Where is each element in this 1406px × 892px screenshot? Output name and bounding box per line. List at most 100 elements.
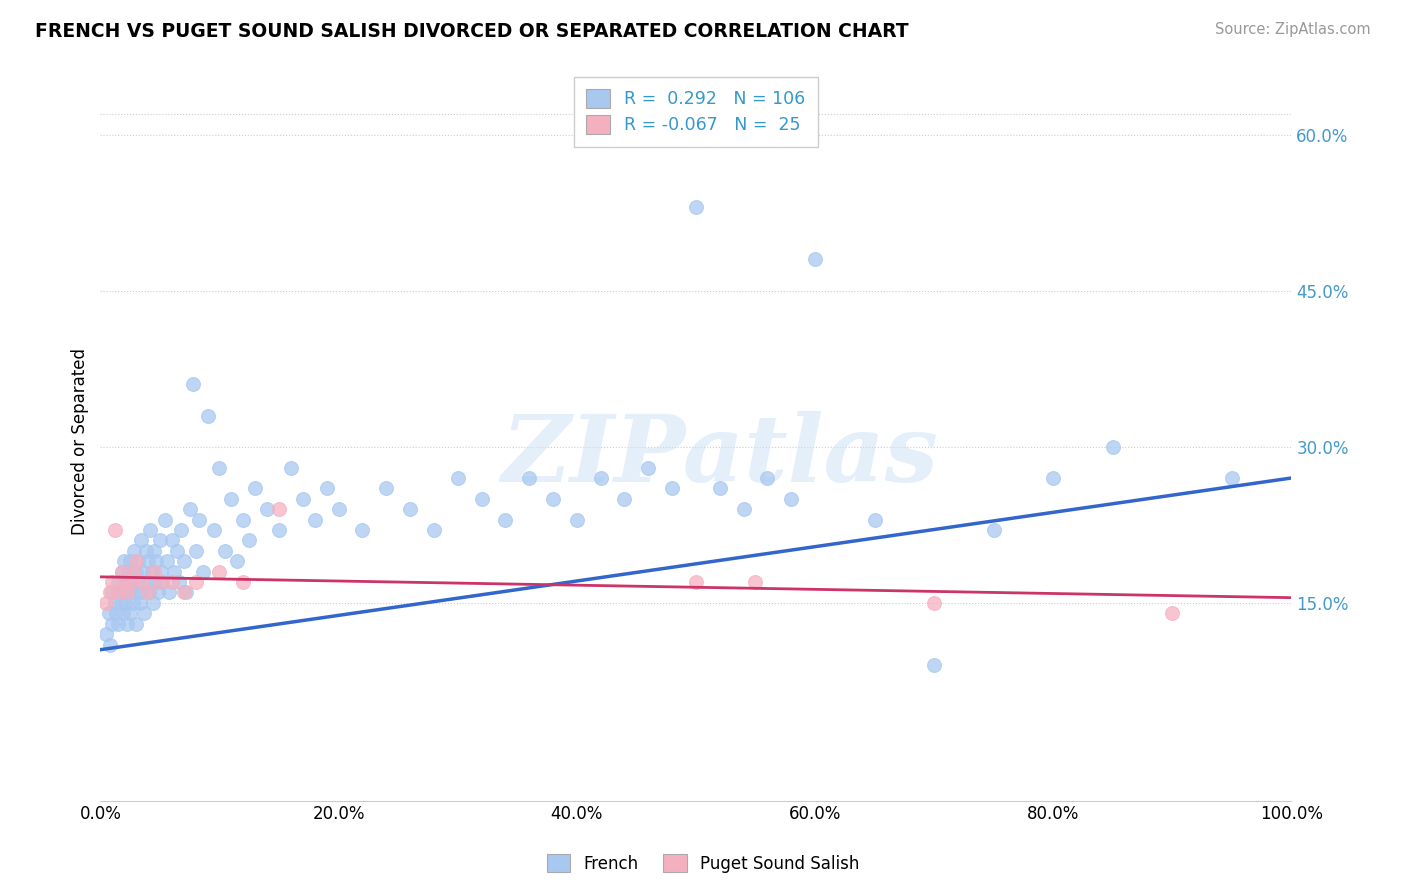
Point: [125, 554, 148, 568]
Point: [110, 596, 132, 610]
Point: [685, 200, 707, 214]
Point: [238, 533, 260, 548]
Point: [494, 513, 516, 527]
Point: [517, 471, 540, 485]
Point: [136, 554, 159, 568]
Point: [104, 607, 127, 621]
Point: [127, 575, 149, 590]
Point: [156, 554, 179, 568]
Text: FRENCH VS PUGET SOUND SALISH DIVORCED OR SEPARATED CORRELATION CHART: FRENCH VS PUGET SOUND SALISH DIVORCED OR…: [35, 22, 908, 41]
Point: [208, 460, 231, 475]
Point: [118, 585, 141, 599]
Legend: R =  0.292   N = 106, R = -0.067   N =  25: R = 0.292 N = 106, R = -0.067 N = 25: [574, 77, 818, 146]
Point: [143, 575, 166, 590]
Point: [120, 554, 142, 568]
Point: [111, 607, 134, 621]
Point: [202, 523, 225, 537]
Point: [756, 471, 779, 485]
Point: [267, 523, 290, 537]
Point: [160, 533, 183, 548]
Point: [112, 585, 135, 599]
Point: [214, 544, 236, 558]
Point: [541, 491, 564, 506]
Point: [115, 616, 138, 631]
Y-axis label: Divorced or Separated: Divorced or Separated: [72, 348, 89, 535]
Point: [304, 513, 326, 527]
Point: [120, 607, 142, 621]
Point: [280, 460, 302, 475]
Point: [173, 585, 195, 599]
Point: [112, 575, 135, 590]
Point: [328, 502, 350, 516]
Point: [125, 565, 148, 579]
Point: [184, 544, 207, 558]
Point: [134, 607, 156, 621]
Point: [115, 585, 138, 599]
Point: [153, 513, 176, 527]
Point: [120, 575, 142, 590]
Point: [114, 596, 136, 610]
Point: [352, 523, 374, 537]
Point: [142, 544, 165, 558]
Point: [221, 491, 243, 506]
Point: [315, 482, 337, 496]
Point: [98, 585, 121, 599]
Point: [135, 575, 157, 590]
Point: [733, 502, 755, 516]
Point: [142, 565, 165, 579]
Point: [107, 575, 129, 590]
Point: [197, 409, 219, 423]
Point: [128, 596, 150, 610]
Point: [863, 513, 886, 527]
Point: [423, 523, 446, 537]
Text: Source: ZipAtlas.com: Source: ZipAtlas.com: [1215, 22, 1371, 37]
Point: [138, 585, 160, 599]
Point: [122, 544, 145, 558]
Point: [146, 585, 169, 599]
Point: [159, 585, 181, 599]
Text: ZIPatlas: ZIPatlas: [501, 411, 938, 501]
Point: [131, 585, 153, 599]
Point: [107, 616, 129, 631]
Point: [256, 502, 278, 516]
Point: [267, 502, 290, 516]
Point: [685, 575, 707, 590]
Point: [97, 607, 120, 621]
Point: [101, 575, 124, 590]
Point: [142, 596, 165, 610]
Point: [124, 585, 146, 599]
Legend: French, Puget Sound Salish: French, Puget Sound Salish: [540, 847, 866, 880]
Point: [179, 502, 201, 516]
Point: [447, 471, 470, 485]
Point: [1042, 471, 1064, 485]
Point: [1101, 440, 1123, 454]
Point: [232, 513, 254, 527]
Point: [589, 471, 612, 485]
Point: [131, 575, 153, 590]
Point: [226, 554, 249, 568]
Point: [104, 596, 127, 610]
Point: [122, 565, 145, 579]
Point: [470, 491, 492, 506]
Point: [613, 491, 636, 506]
Point: [744, 575, 766, 590]
Point: [117, 565, 139, 579]
Point: [184, 575, 207, 590]
Point: [804, 252, 827, 267]
Point: [115, 575, 138, 590]
Point: [150, 575, 173, 590]
Point: [399, 502, 422, 516]
Point: [149, 575, 172, 590]
Point: [129, 533, 152, 548]
Point: [104, 523, 127, 537]
Point: [107, 585, 129, 599]
Point: [112, 554, 135, 568]
Point: [983, 523, 1005, 537]
Point: [96, 596, 118, 610]
Point: [181, 377, 204, 392]
Point: [167, 575, 190, 590]
Point: [111, 565, 134, 579]
Point: [101, 585, 124, 599]
Point: [170, 523, 193, 537]
Point: [661, 482, 683, 496]
